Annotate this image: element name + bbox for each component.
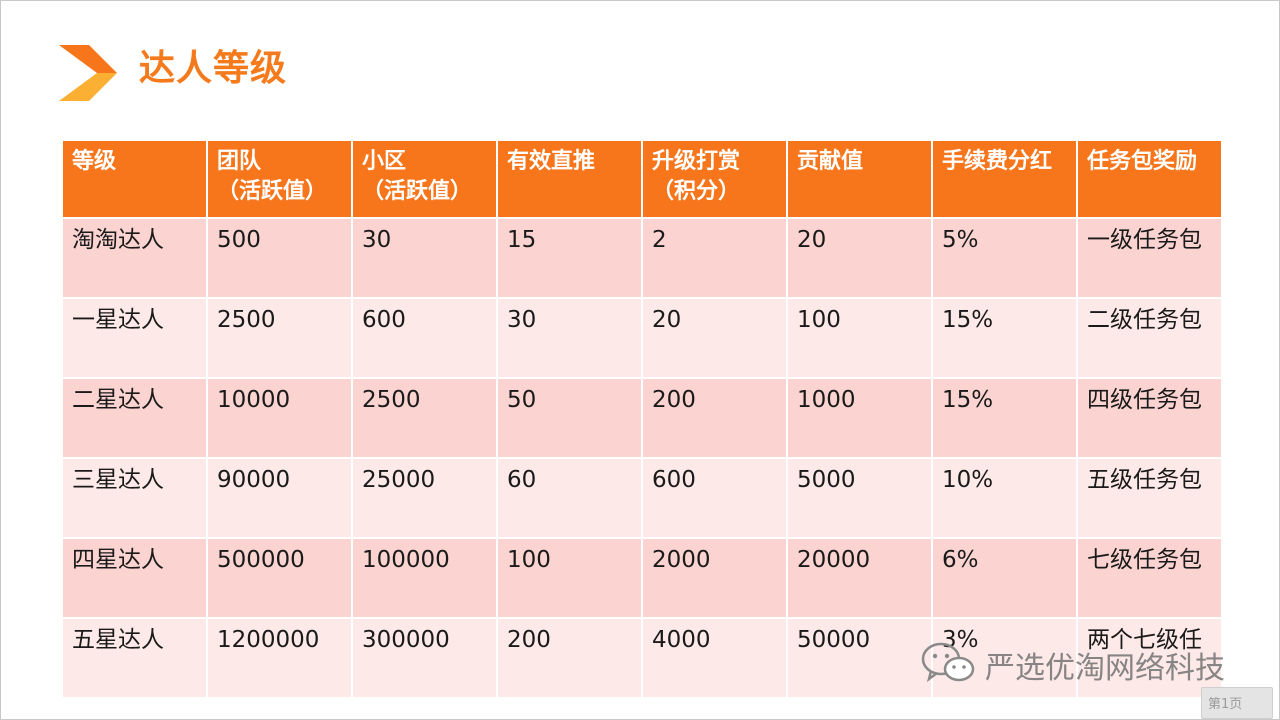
chevron-logo-icon bbox=[59, 45, 117, 101]
table-cell: 300000 bbox=[351, 617, 498, 699]
header-task-reward: 任务包奖励 bbox=[1076, 139, 1223, 219]
table-cell: 50 bbox=[496, 377, 643, 459]
table-header-row: 等级 团队 （活跃值） 小区 （活跃值） 有效直推 升级打赏 （积分） 贡献值 手续费… bbox=[61, 139, 1223, 219]
table-cell: 四级任务包 bbox=[1076, 377, 1223, 459]
table-cell: 五级任务包 bbox=[1076, 457, 1223, 539]
table-cell: 100 bbox=[496, 537, 643, 619]
table-cell: 5000 bbox=[786, 457, 933, 539]
page-number-label: 第1页 bbox=[1208, 697, 1243, 712]
table-cell: 15% bbox=[931, 297, 1078, 379]
table-cell: 1000 bbox=[786, 377, 933, 459]
header-district: 小区 （活跃值） bbox=[351, 139, 498, 219]
table-cell: 15% bbox=[931, 377, 1078, 459]
table-row: 五星达人 1200000 300000 200 4000 50000 3% 两个… bbox=[61, 617, 1223, 699]
table-cell: 三星达人 bbox=[61, 457, 208, 539]
header-level: 等级 bbox=[61, 139, 208, 219]
table-cell: 二星达人 bbox=[61, 377, 208, 459]
table-cell: 60 bbox=[496, 457, 643, 539]
header-upgrade-reward: 升级打赏 （积分） bbox=[641, 139, 788, 219]
level-table: 等级 团队 （活跃值） 小区 （活跃值） 有效直推 升级打赏 （积分） 贡献值 手续费… bbox=[61, 139, 1223, 699]
table-cell: 30 bbox=[496, 297, 643, 379]
table-cell: 2000 bbox=[641, 537, 788, 619]
table-row: 四星达人 500000 100000 100 2000 20000 6% 七级任… bbox=[61, 537, 1223, 619]
table-cell: 15 bbox=[496, 217, 643, 299]
table-cell: 四星达人 bbox=[61, 537, 208, 619]
page-number-badge: 第1页 bbox=[1201, 687, 1273, 719]
table-cell: 五星达人 bbox=[61, 617, 208, 699]
header-contribution: 贡献值 bbox=[786, 139, 933, 219]
table-cell: 6% bbox=[931, 537, 1078, 619]
table-cell: 10% bbox=[931, 457, 1078, 539]
table-row: 一星达人 2500 600 30 20 100 15% 二级任务包 bbox=[61, 297, 1223, 379]
table-cell: 2500 bbox=[351, 377, 498, 459]
table-cell: 50000 bbox=[786, 617, 933, 699]
table-cell: 两个七级任 bbox=[1076, 617, 1223, 699]
table-cell: 25000 bbox=[351, 457, 498, 539]
table-cell: 600 bbox=[351, 297, 498, 379]
table-cell: 500 bbox=[206, 217, 353, 299]
table-cell: 100 bbox=[786, 297, 933, 379]
table-row: 三星达人 90000 25000 60 600 5000 10% 五级任务包 bbox=[61, 457, 1223, 539]
table-cell: 10000 bbox=[206, 377, 353, 459]
header-team: 团队 （活跃值） bbox=[206, 139, 353, 219]
table-cell: 200 bbox=[641, 377, 788, 459]
table-row: 二星达人 10000 2500 50 200 1000 15% 四级任务包 bbox=[61, 377, 1223, 459]
table-cell: 一级任务包 bbox=[1076, 217, 1223, 299]
table-cell: 500000 bbox=[206, 537, 353, 619]
watermark-text: 严选优淘网络科技 bbox=[985, 651, 1225, 686]
table-cell: 七级任务包 bbox=[1076, 537, 1223, 619]
table-cell: 一星达人 bbox=[61, 297, 208, 379]
table-cell: 4000 bbox=[641, 617, 788, 699]
table-cell: 2 bbox=[641, 217, 788, 299]
table-cell: 二级任务包 bbox=[1076, 297, 1223, 379]
table-cell: 20000 bbox=[786, 537, 933, 619]
table-cell: 100000 bbox=[351, 537, 498, 619]
table-cell: 90000 bbox=[206, 457, 353, 539]
slide-title: 达人等级 bbox=[139, 48, 288, 89]
table-cell: 1200000 bbox=[206, 617, 353, 699]
table-cell: 20 bbox=[786, 217, 933, 299]
header-fee-dividend: 手续费分红 bbox=[931, 139, 1078, 219]
header-direct-referrals: 有效直推 bbox=[496, 139, 643, 219]
table-cell: 200 bbox=[496, 617, 643, 699]
table-row: 淘淘达人 500 30 15 2 20 5% 一级任务包 bbox=[61, 217, 1223, 299]
table-cell: 5% bbox=[931, 217, 1078, 299]
table-cell: 20 bbox=[641, 297, 788, 379]
table-cell: 30 bbox=[351, 217, 498, 299]
wechat-icon bbox=[921, 642, 975, 683]
table-cell: 淘淘达人 bbox=[61, 217, 208, 299]
table-cell: 2500 bbox=[206, 297, 353, 379]
table-cell: 600 bbox=[641, 457, 788, 539]
